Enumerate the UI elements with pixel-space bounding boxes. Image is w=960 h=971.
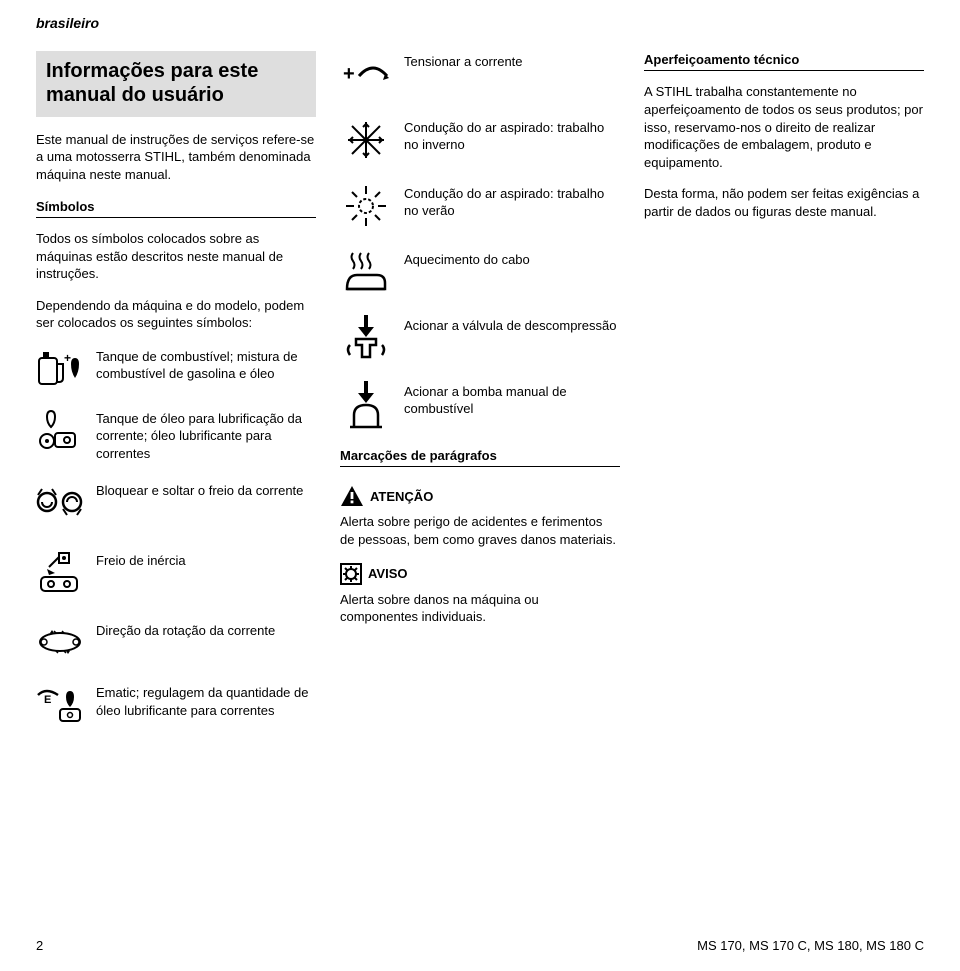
- warning-triangle-icon: [340, 485, 364, 507]
- fuel-pump-icon: [340, 381, 392, 427]
- aviso-text: Alerta sobre danos na máquina ou compone…: [340, 591, 620, 626]
- symbol-label: Acionar a válvula de descompressão: [404, 315, 620, 335]
- intro-paragraph: Este manual de instruções de serviços re…: [36, 131, 316, 184]
- tension-chain-icon: +: [340, 51, 392, 97]
- heated-handle-icon: [340, 249, 392, 295]
- symbol-row-rotation: Direção da rotação da corrente: [36, 620, 316, 664]
- tech-paragraph-1: A STIHL trabalha constantemente no aperf…: [644, 83, 924, 171]
- symbol-row-decompression: Acionar a válvula de descompressão: [340, 315, 620, 361]
- fuel-tank-icon: +: [36, 346, 84, 390]
- symbol-row-heating: Aquecimento do cabo: [340, 249, 620, 295]
- symbol-row-ematic: E Ematic; regulagem da quantidade de óle…: [36, 682, 316, 726]
- footer-model: MS 170, MS 170 C, MS 180, MS 180 C: [697, 937, 924, 955]
- symbol-row-fuelpump: Acionar a bomba manual de combustível: [340, 381, 620, 427]
- symbols-heading: Símbolos: [36, 198, 316, 219]
- symbol-label: Condução do ar aspirado: trabalho no inv…: [404, 117, 620, 154]
- attention-heading: ATENÇÃO: [340, 485, 620, 507]
- chain-brake-icon: [36, 480, 84, 524]
- symbol-row-brake: Bloquear e soltar o freio da corrente: [36, 480, 316, 524]
- decompression-valve-icon: [340, 315, 392, 361]
- symbol-label: Tanque de combustível; mistura de combus…: [96, 346, 316, 383]
- column-2: + Tensionar a corrente: [340, 51, 620, 745]
- ematic-icon: E: [36, 682, 84, 726]
- title-box: Informações para este manual do usuário: [36, 51, 316, 117]
- symbol-row-fuel: + Tanque de combustível; mistura de comb…: [36, 346, 316, 390]
- attention-text: Alerta sobre perigo de acidentes e ferim…: [340, 513, 620, 548]
- symbol-row-summer: Condução do ar aspirado: trabalho no ver…: [340, 183, 620, 229]
- content-columns: Informações para este manual do usuário …: [36, 51, 924, 745]
- symbols-paragraph-2: Dependendo da máquina e do modelo, podem…: [36, 297, 316, 332]
- symbol-label: Direção da rotação da corrente: [96, 620, 316, 640]
- aviso-heading: AVISO: [340, 563, 620, 585]
- svg-text:E: E: [44, 694, 51, 706]
- symbol-row-tension: + Tensionar a corrente: [340, 51, 620, 97]
- tech-heading: Aperfeiçoamento técnico: [644, 51, 924, 72]
- chain-rotation-icon: [36, 620, 84, 664]
- symbols-paragraph-1: Todos os símbolos colocados sobre as máq…: [36, 230, 316, 283]
- snowflake-icon: [340, 117, 392, 163]
- sun-icon: [340, 183, 392, 229]
- symbol-label: Bloquear e soltar o freio da corrente: [96, 480, 316, 500]
- svg-text:+: +: [64, 351, 71, 365]
- symbol-label: Freio de inércia: [96, 550, 316, 570]
- inertia-brake-icon: [36, 550, 84, 594]
- symbol-row-oil: Tanque de óleo para lubrificação da corr…: [36, 408, 316, 463]
- tech-paragraph-2: Desta forma, não podem ser feitas exigên…: [644, 185, 924, 220]
- attention-label: ATENÇÃO: [370, 488, 433, 506]
- page-title: Informações para este manual do usuário: [46, 59, 306, 107]
- oil-tank-icon: [36, 408, 84, 452]
- column-3: Aperfeiçoamento técnico A STIHL trabalha…: [644, 51, 924, 745]
- symbol-label: Aquecimento do cabo: [404, 249, 620, 269]
- aviso-label: AVISO: [368, 565, 408, 583]
- page-footer: 2 MS 170, MS 170 C, MS 180, MS 180 C: [36, 937, 924, 955]
- column-1: Informações para este manual do usuário …: [36, 51, 316, 745]
- symbol-label: Acionar a bomba manual de combustível: [404, 381, 620, 418]
- page-number: 2: [36, 937, 43, 955]
- markings-heading: Marcações de parágrafos: [340, 447, 620, 468]
- symbol-row-winter: Condução do ar aspirado: trabalho no inv…: [340, 117, 620, 163]
- gear-box-icon: [340, 563, 362, 585]
- language-label: brasileiro: [36, 14, 924, 33]
- symbol-row-inertia: Freio de inércia: [36, 550, 316, 594]
- symbol-label: Ematic; regulagem da quantidade de óleo …: [96, 682, 316, 719]
- symbol-label: Tanque de óleo para lubrificação da corr…: [96, 408, 316, 463]
- symbol-label: Condução do ar aspirado: trabalho no ver…: [404, 183, 620, 220]
- svg-text:+: +: [343, 63, 355, 85]
- symbol-label: Tensionar a corrente: [404, 51, 620, 71]
